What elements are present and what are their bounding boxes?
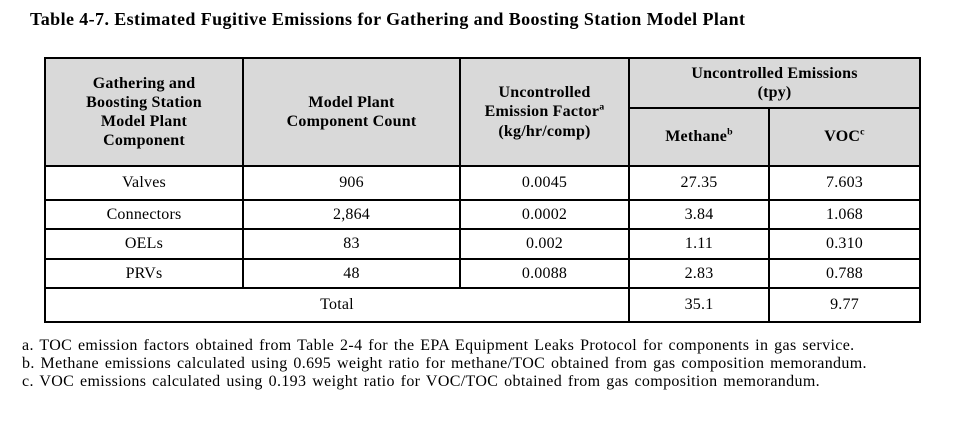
table-row-total: Total 35.1 9.77 (44, 287, 922, 323)
table-row-oels: OELs 83 0.002 1.11 0.310 (44, 228, 922, 260)
header-component-line3: Model Plant (100, 113, 188, 130)
header-voc-label: VOC (824, 128, 861, 145)
header-methane: Methaneb (628, 107, 770, 167)
footnote-b: b. Methane emissions calculated using 0.… (22, 355, 867, 372)
total-voc-cell: 9.77 (767, 287, 922, 323)
cell-factor: 0.002 (459, 228, 630, 260)
cell-count: 2,864 (242, 199, 461, 230)
header-factor-units: (kg/hr/comp) (498, 122, 591, 140)
footnote-marker-b: b (727, 126, 733, 138)
header-factor-line1: Uncontrolled (498, 84, 591, 102)
header-count-line2: Component Count (286, 113, 417, 130)
cell-factor: 0.0045 (459, 165, 630, 201)
footnote-marker-a: a (599, 102, 605, 114)
total-label-cell: Total (44, 287, 630, 323)
footnote-marker-c: c (860, 126, 865, 138)
table-row-valves: Valves 906 0.0045 27.35 7.603 (44, 165, 922, 201)
header-methane-label: Methane (665, 128, 728, 145)
table-row-prvs: PRVs 48 0.0088 2.83 0.788 (44, 258, 922, 289)
table-row-connectors: Connectors 2,864 0.0002 3.84 1.068 (44, 199, 922, 230)
header-emission-factor: Uncontrolled Emission Factora (kg/hr/com… (459, 57, 630, 167)
cell-methane: 1.11 (628, 228, 770, 260)
header-uncontrolled-emissions-group: Uncontrolled Emissions (tpy) (627, 57, 922, 109)
header-component-line1: Gathering and (92, 74, 196, 92)
cell-component: OELs (44, 228, 244, 260)
cell-count: 83 (242, 228, 461, 260)
cell-voc: 7.603 (767, 165, 922, 201)
cell-methane: 27.35 (628, 165, 770, 201)
cell-count: 906 (242, 165, 461, 201)
header-factor-label: Emission Factor (484, 103, 600, 121)
header-component: Gathering and Boosting Station Model Pla… (44, 57, 244, 167)
table-title: Table 4-7. Estimated Fugitive Emissions … (30, 9, 746, 29)
total-methane-cell: 35.1 (628, 287, 770, 323)
header-emissions-group-line2: (tpy) (757, 84, 792, 101)
footnotes: a. TOC emission factors obtained from Ta… (22, 337, 967, 391)
cell-factor: 0.0088 (459, 258, 630, 289)
header-component-line2: Boosting Station (86, 93, 202, 111)
header-component-line4: Component (103, 132, 185, 150)
cell-voc: 0.310 (767, 228, 922, 260)
header-count-line1: Model Plant (308, 93, 395, 111)
header-row-group: Gathering and Boosting Station Model Pla… (44, 57, 922, 167)
header-row-sub: Methaneb VOCc (45, 107, 922, 167)
footnote-c: c. VOC emissions calculated using 0.193 … (22, 373, 820, 390)
header-emissions-group-line1: Uncontrolled Emissions (691, 64, 858, 82)
cell-methane: 2.83 (628, 258, 770, 289)
cell-component: Connectors (44, 199, 244, 230)
cell-factor: 0.0002 (459, 199, 630, 230)
header-factor-line2: Emission Factora (465, 102, 624, 121)
footnote-a: a. TOC emission factors obtained from Ta… (22, 337, 855, 354)
header-voc: VOCc (767, 107, 922, 167)
cell-voc: 0.788 (767, 258, 922, 289)
emissions-table: Gathering and Boosting Station Model Pla… (44, 57, 922, 323)
cell-component: PRVs (44, 258, 244, 289)
header-count: Model Plant Component Count (242, 57, 461, 167)
cell-count: 48 (242, 258, 461, 289)
cell-component: Valves (44, 165, 244, 201)
cell-methane: 3.84 (628, 199, 770, 230)
cell-voc: 1.068 (767, 199, 922, 230)
